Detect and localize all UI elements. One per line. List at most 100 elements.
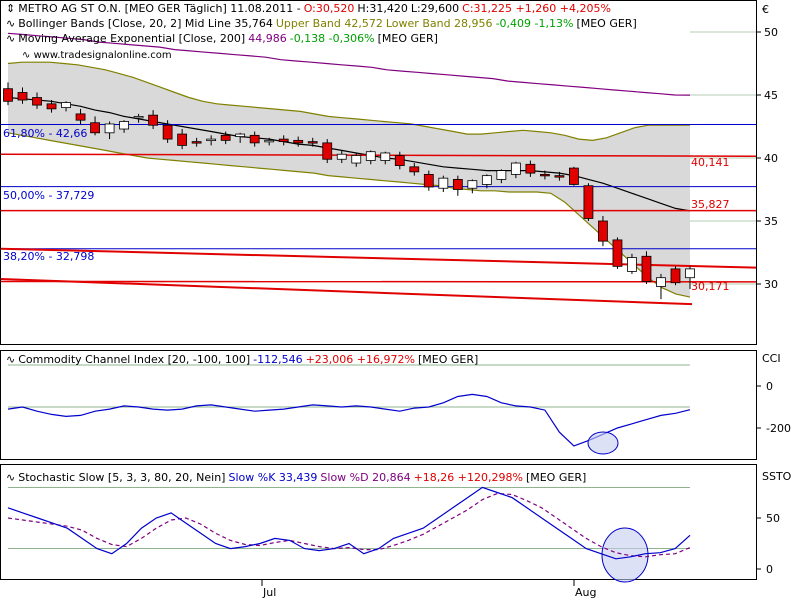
candle: [627, 257, 637, 272]
candle: [467, 180, 478, 189]
ema-change: -0,138 -0,306%: [289, 32, 375, 45]
candle: [32, 97, 42, 106]
price-tick-label: 30: [764, 278, 778, 291]
candle: [525, 163, 536, 174]
time-tick-label: Aug: [575, 586, 596, 599]
price-tick-label: 40: [764, 152, 778, 165]
resistance-value: 40,141: [691, 156, 730, 169]
support-value: 35,827: [691, 198, 730, 211]
candle: [264, 139, 275, 143]
candle: [452, 179, 463, 190]
candle: [220, 134, 231, 141]
open-value: O:30,520: [303, 2, 355, 15]
fib-label-618: 61,80% - 42,66: [3, 127, 88, 140]
candle: [293, 139, 304, 144]
stoch-tick-label: 50: [766, 512, 780, 525]
channel-value: 30,171: [691, 280, 730, 293]
wave-icon: ∿: [6, 471, 16, 484]
stoch-k-line: [7, 486, 691, 560]
cci-plot: [7, 364, 691, 455]
instrument-title: METRO AG ST O.N. [MEO GER Täglich] 11.08…: [18, 2, 301, 15]
candle: [423, 173, 434, 188]
price-tick-label: 50: [764, 26, 778, 39]
currency-label: €: [762, 3, 769, 16]
candle: [380, 152, 391, 161]
stoch-k-value: Slow %K 33,439: [228, 471, 318, 484]
candle: [670, 268, 681, 284]
candle: [569, 167, 579, 185]
stoch-change: +18,26 +120,298%: [413, 471, 523, 484]
candle: [685, 268, 695, 279]
stoch-axis-title: SSTO: [762, 470, 792, 483]
watermark: ∿ www.tradesignalonline.com: [22, 50, 172, 61]
wave-icon: ∿: [6, 353, 16, 366]
cci-axis-title: CCI: [762, 352, 781, 365]
stoch-symbol: [MEO GER]: [525, 471, 587, 484]
bollinger-upper-line: [7, 61, 690, 142]
cci-change: +23,006 +16,972%: [305, 353, 415, 366]
ema-header: ∿ Moving Average Exponential [Close, 200]…: [6, 32, 441, 45]
wave-icon: ∿: [6, 17, 16, 30]
low-value: L:29,600: [410, 2, 460, 15]
bollinger-band-fill: [8, 62, 690, 298]
candle: [162, 124, 173, 140]
bollinger-label: Bollinger Bands [Close, 20, 2] Mid Line …: [18, 17, 273, 30]
candle: [336, 153, 347, 160]
fib-label-382: 38,20% - 32,798: [3, 250, 95, 263]
ema-value: 44,986: [248, 32, 287, 45]
price-panel: [0, 0, 757, 345]
candle: [481, 175, 492, 185]
candle: [554, 175, 565, 178]
ema-symbol: [MEO GER]: [377, 32, 438, 45]
cci-symbol: [MEO GER]: [417, 353, 479, 366]
stoch-label: Stochastic Slow [5, 3, 3, 80, 20, Nein]: [18, 471, 226, 484]
candle: [510, 162, 521, 175]
close-value: C:31,225 +1,260 +4,205%: [462, 2, 611, 15]
bollinger-symbol: [MEO GER]: [576, 17, 637, 30]
ema-label: Moving Average Exponential [Close, 200]: [18, 32, 246, 45]
price-header: ⇕ METRO AG ST O.N. [MEO GER Täglich] 11.0…: [6, 2, 614, 15]
stoch-tick-label: 0: [766, 563, 773, 576]
axes: 30 35 40 45 50 0 -200 50 0 Jul Aug: [261, 26, 791, 599]
fib-label-500: 50,00% - 37,729: [3, 189, 95, 202]
cci-tick-label: -200: [766, 422, 791, 435]
candle: [75, 113, 86, 121]
candle: [191, 141, 202, 144]
cci-line: [7, 393, 691, 447]
candle: [235, 133, 246, 137]
cci-highlight-circle: [587, 431, 619, 455]
wave-icon: ∿: [22, 50, 31, 61]
high-value: H:31,420: [357, 2, 408, 15]
bollinger-header: ∿ Bollinger Bands [Close, 20, 2] Mid Line…: [6, 17, 640, 30]
candle: [177, 133, 188, 146]
candle: [496, 170, 507, 180]
candle: [133, 116, 144, 119]
candle: [17, 92, 28, 101]
stoch-d-line: [7, 492, 691, 558]
candle: [365, 151, 376, 161]
candle: [3, 88, 13, 102]
lower-band-value: Lower Band 28,956: [385, 17, 493, 30]
candle: [61, 102, 71, 108]
candle: [104, 123, 115, 134]
resistance-line: [0, 153, 757, 157]
candle: [206, 138, 217, 142]
cci-panel: [0, 350, 757, 460]
upper-band-value: Upper Band 42,572: [275, 17, 383, 30]
cci-value: -112,546: [253, 353, 303, 366]
candle: [278, 138, 289, 143]
cci-label: Commodity Channel Index [20, -100, 100]: [18, 353, 251, 366]
candle: [90, 122, 100, 134]
candle: [307, 141, 318, 144]
candle: [583, 185, 594, 219]
stoch-plot: [7, 486, 691, 583]
time-tick-label: Jul: [262, 586, 276, 599]
candle: [394, 155, 405, 166]
candle: [322, 142, 333, 160]
candle: [438, 177, 449, 189]
cci-tick-label: 0: [766, 380, 773, 393]
ema200-line: [7, 32, 691, 96]
candle: [598, 220, 608, 242]
chevron-updown-icon[interactable]: ⇕: [6, 2, 16, 15]
